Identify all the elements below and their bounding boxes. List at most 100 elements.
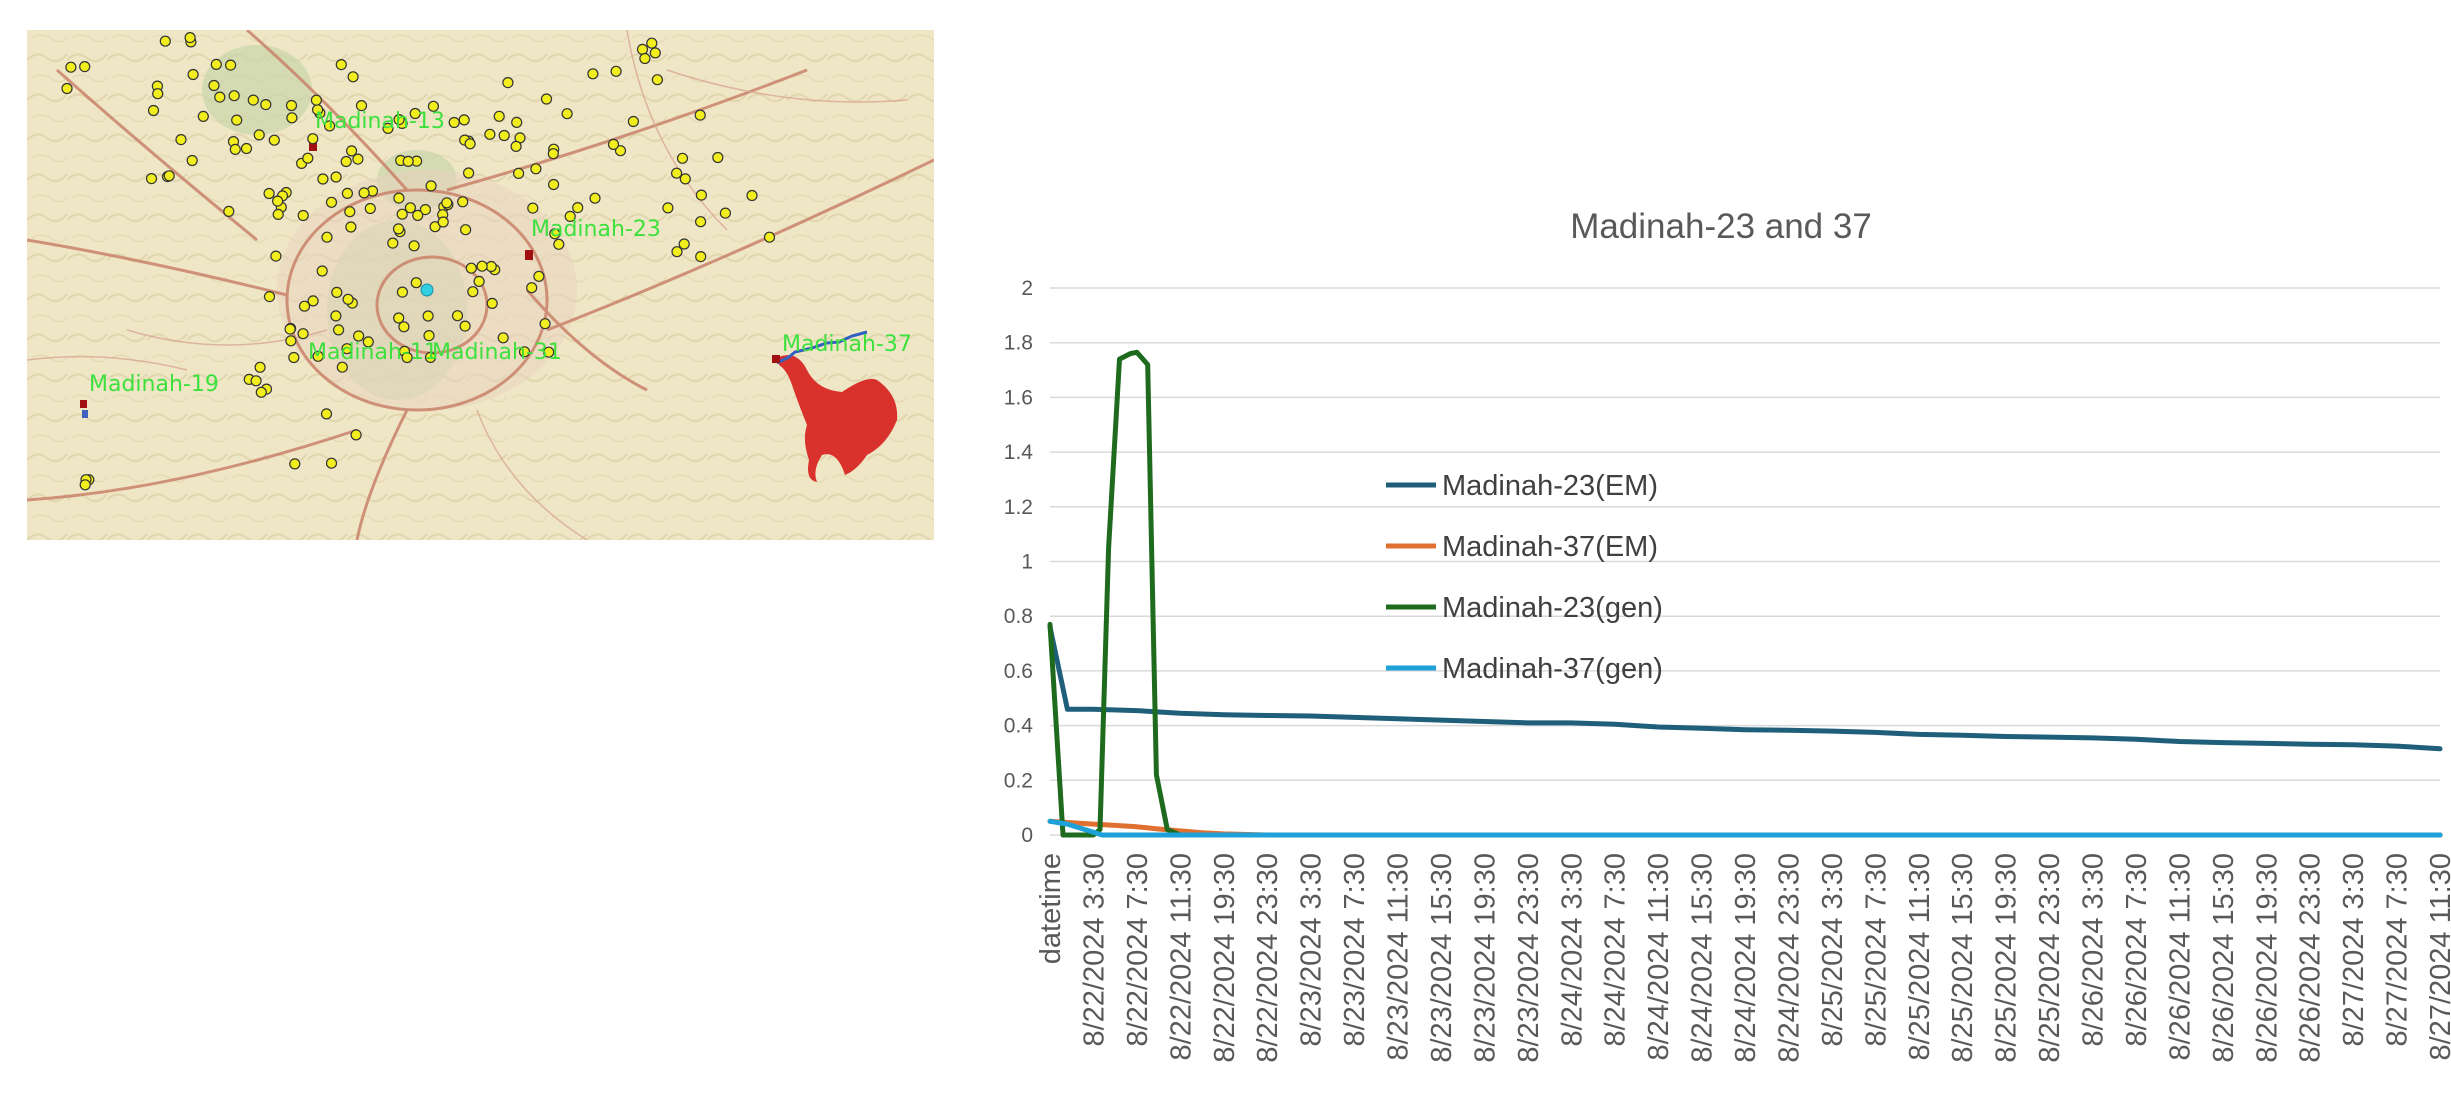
map-point bbox=[253, 129, 265, 141]
x-axis-ticks: datetime 8/22/2024 3:30 8/22/2024 7:30 8/22… bbox=[1035, 853, 2451, 1063]
map-point bbox=[412, 209, 424, 221]
map-point bbox=[175, 133, 187, 146]
map-point bbox=[324, 120, 336, 132]
map-point bbox=[639, 52, 651, 65]
map-point bbox=[358, 187, 370, 199]
map-point bbox=[286, 112, 298, 124]
y-tick-label: 0 bbox=[1021, 824, 1033, 847]
map-point bbox=[284, 323, 296, 335]
y-tick-label: 1.4 bbox=[1004, 441, 1034, 464]
map-point bbox=[353, 330, 365, 342]
map-point bbox=[335, 58, 347, 71]
map-point bbox=[539, 318, 551, 330]
map-point bbox=[694, 216, 707, 228]
station-marker bbox=[309, 141, 317, 151]
x-tick-label: 8/26/2024 23:30 bbox=[2295, 853, 2327, 1063]
map-point bbox=[163, 170, 175, 182]
x-tick-label: 8/24/2024 23:30 bbox=[1773, 853, 1805, 1063]
map-point bbox=[610, 65, 622, 77]
map-point bbox=[547, 178, 560, 191]
observation-points bbox=[61, 31, 776, 491]
x-tick-label: 8/25/2024 19:30 bbox=[1991, 853, 2023, 1063]
map-point bbox=[347, 71, 359, 83]
x-tick-label: 8/22/2024 11:30 bbox=[1165, 853, 1197, 1061]
map-label-madinah-19: Madinah-19 bbox=[89, 372, 219, 397]
map-point bbox=[263, 291, 276, 303]
map-point bbox=[564, 210, 576, 222]
map-point bbox=[527, 202, 539, 214]
chart-panel: Madinah-23 and 37 0 0.2 0.4 0.6 0.8 1 1.2 1.4 1.… bbox=[960, 150, 2451, 1100]
map-point bbox=[530, 163, 542, 175]
map-point bbox=[497, 332, 509, 344]
y-tick-label: 1.2 bbox=[1004, 496, 1033, 519]
map-point bbox=[325, 196, 338, 208]
map-point bbox=[676, 152, 689, 164]
map-point bbox=[145, 173, 158, 185]
map-point bbox=[549, 228, 561, 240]
map-point bbox=[320, 408, 333, 420]
map-point bbox=[79, 479, 91, 491]
map-point bbox=[419, 204, 431, 216]
x-tick-label: 8/24/2024 11:30 bbox=[1643, 853, 1675, 1061]
map-point bbox=[352, 153, 364, 165]
map-point bbox=[341, 343, 353, 355]
map-point bbox=[486, 297, 498, 309]
map-point bbox=[260, 98, 272, 111]
map-point bbox=[401, 351, 413, 364]
map-point bbox=[285, 335, 297, 347]
map-point bbox=[476, 260, 488, 272]
map-point bbox=[355, 99, 368, 112]
road-network bbox=[26, 28, 935, 541]
map-point bbox=[312, 350, 324, 362]
map-point bbox=[651, 74, 664, 86]
station-marker bbox=[82, 410, 88, 418]
x-tick-label: 8/23/2024 23:30 bbox=[1513, 853, 1545, 1063]
map-point bbox=[510, 140, 522, 153]
map-point bbox=[228, 90, 240, 102]
map-point bbox=[341, 187, 353, 199]
map-point bbox=[184, 31, 196, 44]
map-point bbox=[572, 202, 584, 214]
x-tick-label: 8/27/2024 7:30 bbox=[2382, 853, 2414, 1047]
map-point bbox=[437, 216, 449, 228]
map-point bbox=[288, 351, 300, 364]
map-point bbox=[463, 167, 475, 179]
map-point bbox=[187, 68, 199, 81]
map-point bbox=[307, 295, 319, 307]
map-point bbox=[649, 47, 661, 59]
map-point bbox=[533, 270, 545, 282]
map-point bbox=[422, 310, 434, 322]
map-point bbox=[317, 173, 329, 185]
legend: Madinah-23(EM) Madinah-37(EM) Madinah-23(g… bbox=[1386, 470, 1663, 685]
map-point bbox=[208, 79, 220, 92]
x-tick-label: 8/26/2024 15:30 bbox=[2208, 853, 2240, 1063]
y-tick-label: 1.8 bbox=[1004, 332, 1033, 355]
map-point bbox=[763, 231, 776, 243]
series-line bbox=[1047, 818, 2443, 838]
map-point bbox=[214, 91, 226, 103]
map-point bbox=[540, 93, 553, 105]
map-point bbox=[325, 457, 338, 469]
map-point bbox=[694, 109, 706, 121]
map-point bbox=[396, 286, 408, 298]
x-tick-label: 8/22/2024 23:30 bbox=[1252, 853, 1284, 1063]
map-point bbox=[310, 94, 322, 106]
map-label-madinah-13: Madinah-13 bbox=[315, 109, 445, 134]
x-tick-label: 8/24/2024 19:30 bbox=[1730, 853, 1762, 1063]
map-panel[interactable]: Madinah-13 Madinah-23 Madinah-37 Madinah… bbox=[26, 28, 935, 541]
map-point bbox=[330, 310, 342, 322]
x-tick-label: 8/24/2024 3:30 bbox=[1556, 853, 1588, 1047]
map-point bbox=[695, 251, 707, 263]
map-point bbox=[231, 114, 243, 126]
map-point bbox=[526, 282, 538, 294]
map-point bbox=[636, 43, 649, 55]
map-point bbox=[197, 110, 209, 123]
map-point bbox=[402, 155, 414, 167]
map-point bbox=[272, 195, 284, 207]
map-point bbox=[587, 68, 599, 80]
map-canvas[interactable]: Madinah-13 Madinah-23 Madinah-37 Madinah… bbox=[26, 28, 935, 541]
gridlines bbox=[1050, 287, 2440, 836]
map-point bbox=[429, 221, 441, 233]
map-point bbox=[147, 104, 160, 117]
map-point bbox=[423, 330, 435, 342]
